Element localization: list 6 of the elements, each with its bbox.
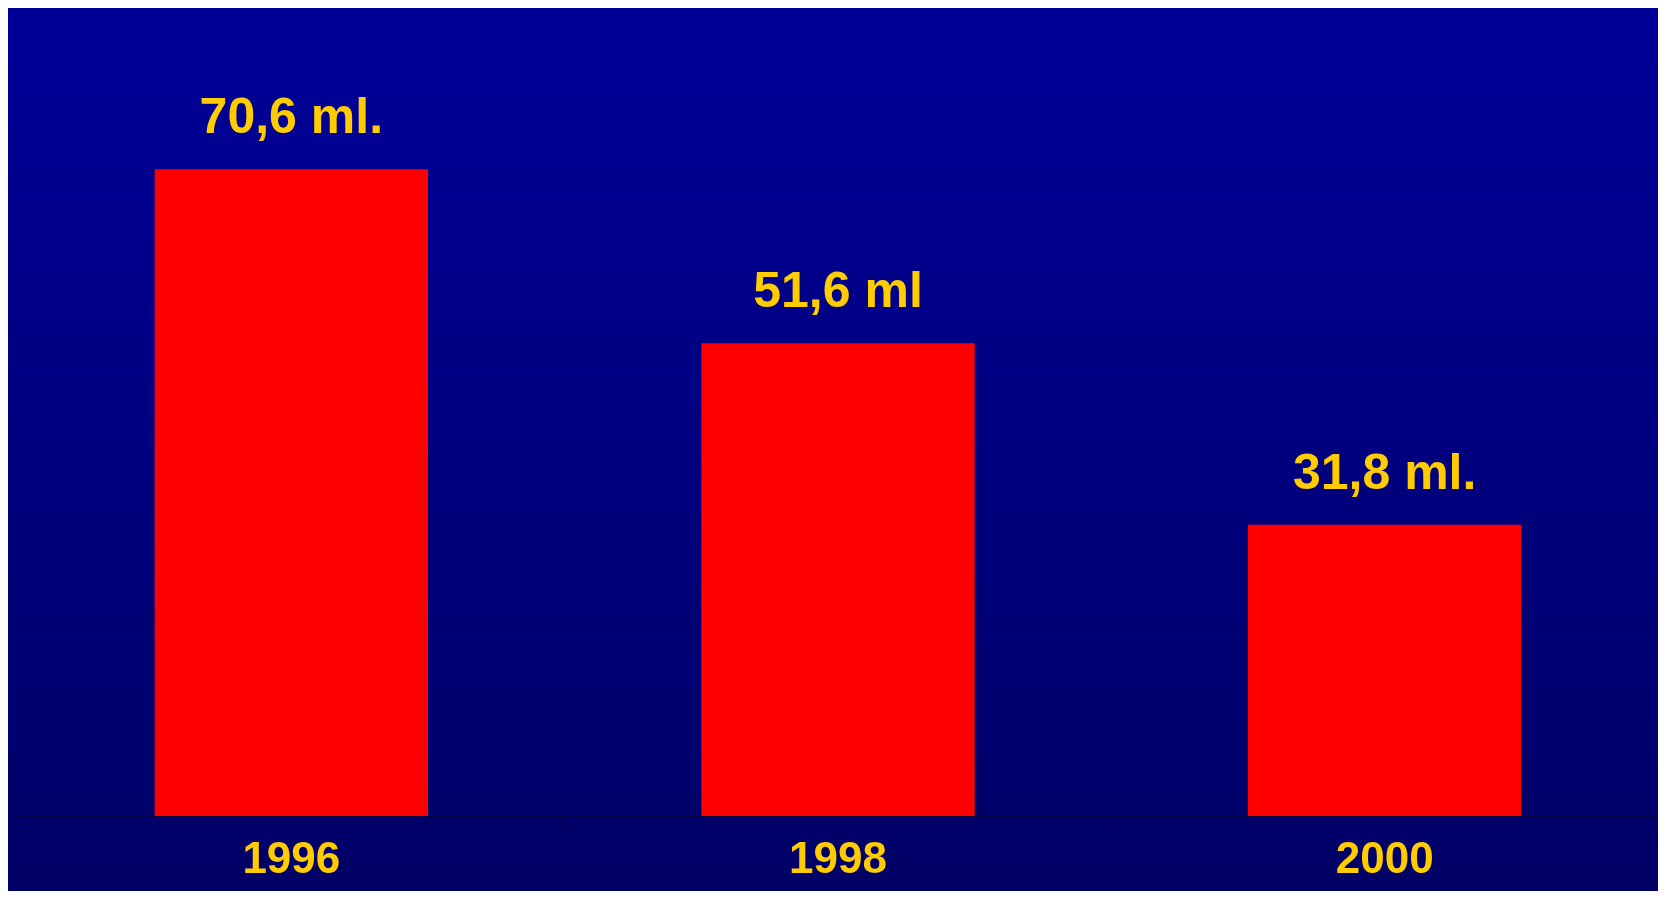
x-tick-label: 2000 [1335, 832, 1434, 882]
data-label: 51,6 ml [753, 262, 923, 319]
data-label: 70,6 ml. [199, 87, 384, 144]
data-label: 31,8 ml. [1292, 443, 1477, 500]
x-tick-label: 1996 [242, 832, 341, 882]
x-tick-label: 1998 [789, 832, 887, 882]
